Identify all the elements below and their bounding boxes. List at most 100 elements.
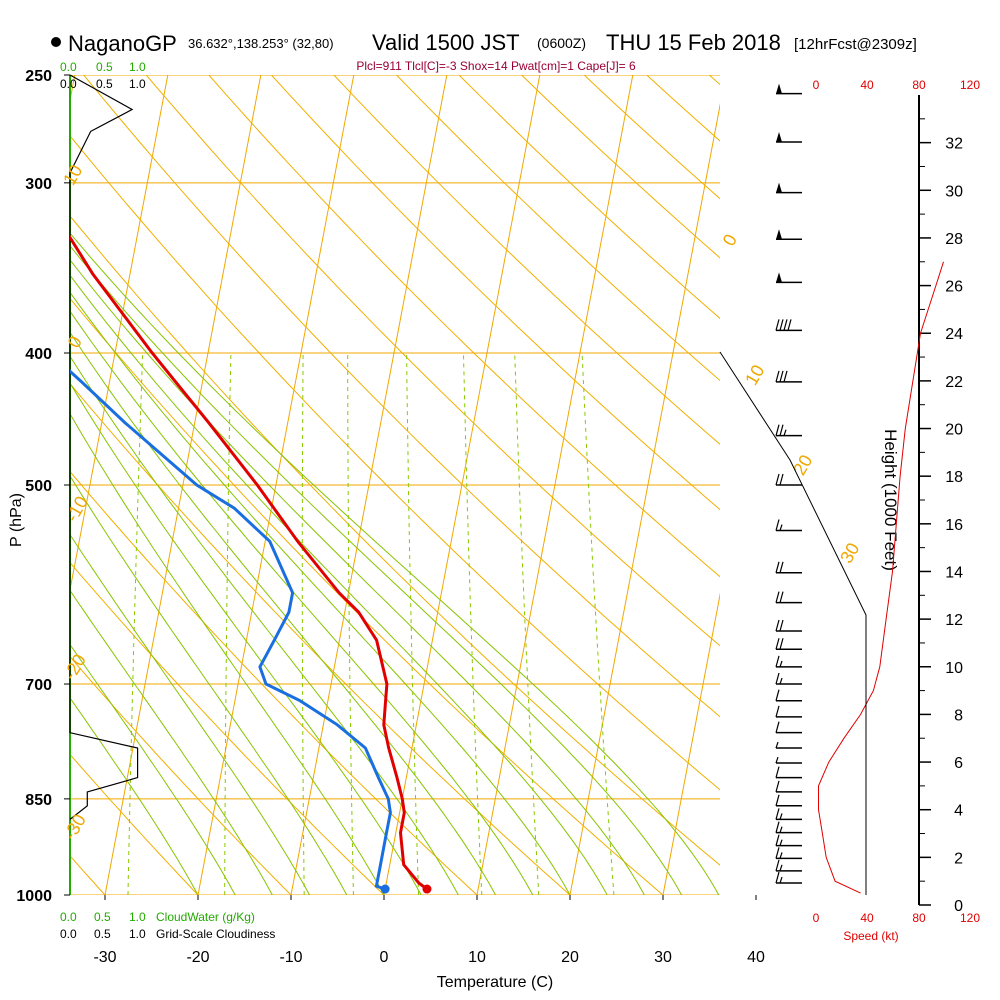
speed-tick-top: 40: [860, 78, 874, 92]
mixing-ratio-line: [347, 353, 354, 895]
isotherm-line: [476, 75, 634, 895]
station-name: NaganoGP: [68, 31, 177, 56]
isotherm-line: [70, 75, 169, 593]
wind-barb: [775, 756, 802, 764]
mixing-ratio-label: 20: [610, 902, 632, 924]
dry-adiabat-line: [271, 75, 720, 511]
bottom-cloud-axes: 0.0 0.5 1.0 CloudWater (g/Kg) 0.0 0.5 1.…: [60, 910, 275, 941]
moist-adiabat-line: [70, 274, 608, 895]
cc-tick-bottom: 0.5: [94, 927, 111, 941]
wind-barb: [775, 847, 802, 860]
mixing-ratio-line: [514, 352, 540, 895]
isotherm-label: 10: [741, 361, 768, 388]
height-tick-label: 14: [945, 564, 963, 581]
cc-tick-top: 0.5: [96, 77, 113, 91]
cw-tick-bottom: 1.0: [129, 910, 146, 924]
height-tick-label: 8: [954, 707, 963, 724]
temperature-tick-label: 10: [468, 949, 486, 966]
height-tick-label: 24: [945, 326, 963, 343]
wind-barbs: [775, 83, 802, 884]
cw-tick-bottom: 0.0: [60, 910, 77, 924]
wind-barb: [775, 319, 802, 332]
wind-barb: [775, 821, 802, 834]
dry-adiabat-line: [396, 75, 720, 382]
height-tick-label: 22: [945, 374, 963, 391]
wind-barb: [775, 473, 802, 486]
moist-adiabat-line: [70, 589, 273, 895]
pressure-tick-label: 250: [25, 68, 52, 85]
wind-barb: [775, 766, 802, 779]
dry-adiabat-line: [70, 561, 385, 895]
temperature-tick-label: 40: [747, 949, 765, 966]
zulu-time: (0600Z): [537, 35, 586, 51]
cw-tick-top: 0.5: [96, 60, 113, 74]
mixing-ratio-label: 2: [300, 905, 318, 920]
wind-barb: [776, 83, 802, 95]
moist-adiabat-line: [70, 232, 720, 895]
cloudiness-axis-label: Grid-Scale Cloudiness: [156, 927, 275, 941]
height-tick-label: 20: [945, 422, 963, 439]
dry-adiabat-line: [0, 75, 12, 895]
dry-adiabat-line: [70, 135, 720, 791]
wind-barb: [775, 871, 802, 884]
moist-adiabat-line: [70, 259, 645, 895]
wind-barb: [776, 182, 802, 194]
speed-tick-bottom: 80: [912, 911, 926, 925]
dry-adiabat-line: [960, 75, 1000, 895]
pressure-tick-label: 850: [25, 792, 52, 809]
wind-panel-outline: [719, 351, 867, 895]
mixing-ratio-line: [301, 352, 305, 895]
height-tick-label: 30: [945, 183, 963, 200]
surface-temperature-dot: [422, 884, 432, 894]
dry-adiabat-line: [70, 655, 292, 895]
cc-tick-top: 0.0: [60, 77, 77, 91]
speed-tick-top: 0: [813, 78, 820, 92]
wind-barb: [775, 705, 802, 718]
moist-adiabat-line: [70, 355, 459, 895]
temperature-tick-label: -10: [279, 949, 302, 966]
cc-tick-top: 1.0: [129, 77, 146, 91]
temperature-axis-labels: -30 -20 -10 0 10 20 30 40: [93, 895, 765, 966]
mixing-ratio-line: [406, 352, 420, 895]
valid-date: THU 15 Feb 2018: [606, 30, 781, 55]
wind-barb: [775, 655, 802, 668]
speed-axis-label: Speed (kt): [843, 929, 898, 943]
temperature-tick-label: 0: [380, 949, 389, 966]
dry-adiabat-line: [83, 75, 720, 718]
height-tick-label: 0: [954, 898, 963, 915]
mixing-ratio-line: [224, 352, 232, 895]
wind-barb: [775, 370, 802, 383]
moist-adiabat-line: [70, 310, 534, 895]
isotherm-line: [849, 75, 1000, 895]
height-tick-label: 28: [945, 231, 963, 248]
mixing-ratio-line: [127, 352, 144, 895]
height-tick-label: 18: [945, 469, 963, 486]
moist-adiabat-line: [70, 382, 422, 895]
wind-barb: [775, 638, 802, 650]
wind-barb: [775, 780, 802, 793]
dry-adiabat-line: [70, 753, 199, 895]
temperature-tick-label: -20: [186, 949, 209, 966]
mixing-ratio-line: [463, 352, 483, 895]
moist-adiabat-line: [70, 412, 385, 895]
stability-indices: Plcl=911 Tlcl[C]=-3 Shox=14 Pwat[cm]=1 C…: [356, 59, 636, 73]
dry-adiabat-line: [208, 75, 720, 578]
cloudiness-line: [69, 74, 139, 820]
height-tick-label: 32: [945, 136, 963, 153]
dry-adiabat-line: [70, 215, 720, 866]
dewpoint-line: [70, 369, 392, 891]
valid-time: Valid 1500 JST: [372, 30, 520, 55]
wind-barb: [775, 721, 802, 734]
wind-barb: [775, 859, 802, 872]
wind-barb: [775, 591, 802, 604]
cw-tick-top: 0.0: [60, 60, 77, 74]
pressure-tick-label: 1000: [16, 888, 52, 905]
speed-axis: 0 40 80 120 0 40 80 120 Speed (kt): [813, 78, 981, 943]
wind-speed-line: [818, 261, 944, 894]
speed-tick-bottom: 0: [813, 911, 820, 925]
height-tick-label: 12: [945, 612, 963, 629]
dry-adiabat-line: [145, 75, 720, 647]
speed-tick-bottom: 120: [960, 911, 980, 925]
mixing-ratio-label: 12: [535, 902, 557, 924]
station-dot: [51, 37, 61, 47]
